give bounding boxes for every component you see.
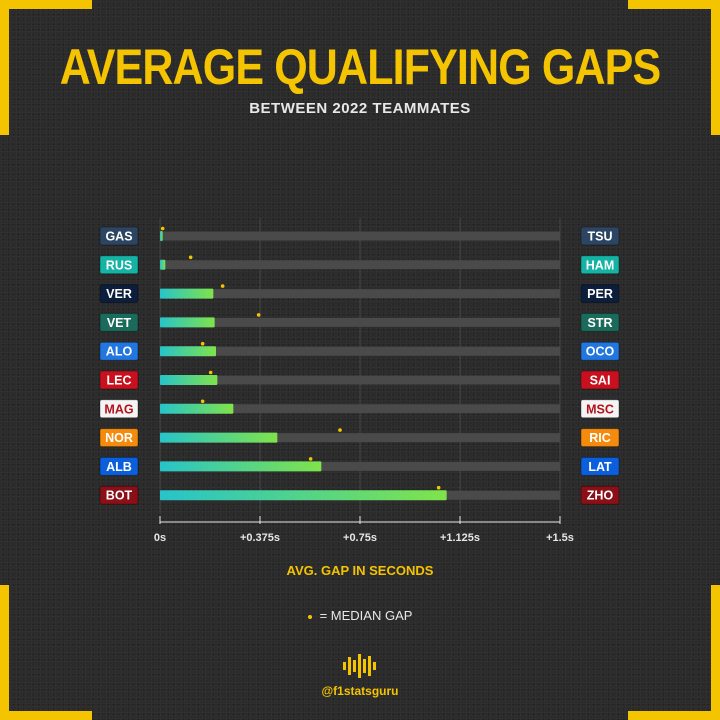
driver-label-right: OCO (586, 345, 615, 359)
x-tick-label: 0s (154, 532, 166, 544)
driver-badge-left (99, 428, 139, 448)
driver-badge-left (99, 370, 139, 390)
x-tick-label: +1.5s (546, 532, 574, 544)
median-dot-ver (220, 284, 225, 288)
bar-vet (160, 317, 215, 328)
driver-label-right: MSC (586, 402, 614, 416)
median-dot-icon (307, 614, 312, 619)
bar-rus (160, 259, 166, 270)
driver-badge-right (580, 428, 620, 448)
driver-label-right: RIC (589, 431, 611, 445)
bar-track (160, 375, 560, 385)
driver-badge-left (99, 226, 139, 246)
driver-badge-right (580, 226, 620, 246)
f1statsguru-logo-icon (343, 654, 376, 678)
chart-subtitle: BETWEEN 2022 TEAMMATES (249, 100, 471, 117)
bar-alb (160, 461, 322, 472)
corner-bottom-left-v (0, 585, 9, 720)
chart-title: AVERAGE QUALIFYING GAPS (59, 39, 661, 95)
bar-bot (160, 490, 447, 501)
driver-badge-right (580, 370, 620, 390)
bar-track (160, 346, 560, 356)
driver-label-right: PER (587, 287, 613, 301)
driver-label-right: SAI (590, 374, 611, 388)
bar-track (160, 404, 560, 414)
median-dot-vet (256, 313, 261, 317)
bar-gas (160, 231, 163, 241)
corner-top-right-h (628, 0, 720, 9)
corner-bottom-right-h (628, 711, 720, 720)
bar-mag (160, 403, 234, 414)
driver-badge-left (99, 255, 139, 275)
x-tick-label: +0.375s (240, 532, 280, 544)
driver-label-left: NOR (105, 431, 133, 445)
bar-alo (160, 346, 216, 357)
legend-label: = MEDIAN GAP (319, 608, 413, 623)
driver-badge-right (580, 399, 620, 419)
driver-badge-left (99, 456, 139, 476)
driver-badge-right (580, 312, 620, 332)
legend: = MEDIAN GAP (0, 608, 720, 623)
driver-badge-left (99, 341, 139, 361)
driver-label-left: ALO (106, 345, 133, 359)
median-dot-nor (338, 428, 342, 432)
bar-track (160, 260, 560, 270)
bar-chart: GAS TSU RUS HAM VER PER VET STR ALO OCO LEC SAI MAG M… (99, 218, 620, 544)
brand-handle: @f1statsguru (321, 684, 399, 698)
x-tick-label: +0.75s (343, 532, 377, 544)
corner-top-left-h (0, 0, 92, 9)
median-dot-rus (188, 255, 193, 260)
driver-badge-left (99, 312, 139, 332)
median-dot-bot (436, 485, 441, 490)
driver-badge-right (580, 485, 620, 505)
corner-bottom-left-h (0, 711, 92, 720)
driver-label-left: MAG (104, 402, 133, 416)
median-dot-alb (308, 457, 313, 461)
bar-ver (160, 288, 214, 299)
corner-top-right-v (711, 0, 720, 135)
driver-badge-right (580, 456, 620, 476)
driver-badge-right (580, 284, 620, 304)
driver-badge-left (99, 485, 139, 505)
corner-bottom-right-v (711, 585, 720, 720)
driver-badge-left (99, 399, 139, 419)
driver-label-left: VER (106, 287, 132, 301)
bar-track (160, 231, 560, 241)
median-dot-mag (200, 399, 205, 404)
bar-track (160, 317, 560, 327)
median-dot-lec (208, 370, 213, 375)
driver-label-right: TSU (588, 230, 613, 244)
driver-label-left: VET (107, 316, 132, 330)
driver-label-right: LAT (588, 460, 612, 474)
median-dot-gas (160, 226, 165, 231)
corner-top-left-v (0, 0, 9, 135)
driver-label-left: RUS (106, 258, 132, 272)
driver-label-left: LEC (107, 374, 132, 388)
driver-label-left: ALB (106, 460, 132, 474)
x-axis-title: AVG. GAP IN SECONDS (286, 563, 434, 578)
driver-badge-right (580, 255, 620, 275)
bar-nor (160, 432, 278, 443)
driver-label-right: HAM (586, 258, 614, 272)
driver-label-left: BOT (106, 489, 133, 503)
driver-badge-right (580, 341, 620, 361)
bar-lec (160, 375, 218, 385)
median-dot-alo (200, 341, 205, 346)
driver-label-left: GAS (105, 230, 132, 244)
driver-badge-left (99, 284, 139, 304)
x-tick-label: +1.125s (440, 532, 480, 544)
driver-label-right: STR (588, 316, 613, 330)
driver-label-right: ZHO (587, 489, 614, 503)
bar-track (160, 289, 560, 299)
